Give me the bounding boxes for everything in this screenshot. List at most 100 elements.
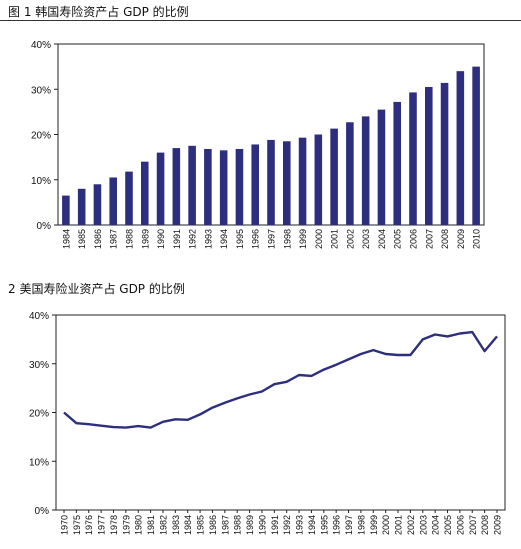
x-tick-label: 1990 bbox=[257, 515, 267, 535]
x-tick-label: 1994 bbox=[307, 515, 317, 535]
x-tick-label: 1985 bbox=[196, 515, 206, 535]
y-tick-label: 10% bbox=[29, 457, 49, 468]
x-tick-label: 1988 bbox=[125, 229, 135, 249]
x-tick-label: 1999 bbox=[369, 515, 379, 535]
bar bbox=[109, 177, 118, 225]
x-tick-label: 1975 bbox=[72, 515, 82, 535]
bar bbox=[440, 82, 449, 225]
x-tick-label: 1979 bbox=[121, 515, 131, 535]
x-tick-label: 1984 bbox=[183, 515, 193, 535]
x-tick-label: 2007 bbox=[424, 229, 434, 249]
chart2-title: 2 美国寿险业资产占 GDP 的比例 bbox=[8, 282, 185, 296]
y-tick-label: 0% bbox=[35, 506, 50, 517]
x-tick-label: 1984 bbox=[61, 229, 71, 249]
bar bbox=[393, 101, 402, 225]
x-tick-label: 1976 bbox=[84, 515, 94, 535]
x-tick-label: 1999 bbox=[298, 229, 308, 249]
y-tick-label: 10% bbox=[31, 176, 51, 187]
bar bbox=[361, 116, 370, 225]
bar bbox=[330, 128, 338, 225]
x-tick-label: 2006 bbox=[455, 515, 465, 535]
chart1-title: 图 1 韩国寿险资产占 GDP 的比例 bbox=[8, 5, 189, 19]
x-tick-label: 1981 bbox=[146, 515, 156, 535]
x-tick-label: 2006 bbox=[409, 229, 419, 249]
bar bbox=[62, 195, 70, 225]
x-tick-label: 2004 bbox=[431, 515, 441, 535]
x-tick-label: 1980 bbox=[134, 515, 144, 535]
x-tick-label: 1993 bbox=[203, 229, 213, 249]
bar bbox=[456, 71, 465, 226]
x-tick-label: 1992 bbox=[282, 515, 292, 535]
x-tick-label: 1970 bbox=[60, 515, 70, 535]
x-tick-label: 2008 bbox=[440, 229, 450, 249]
bar bbox=[346, 122, 354, 225]
x-tick-label: 1998 bbox=[282, 229, 292, 249]
x-tick-label: 1977 bbox=[97, 515, 107, 535]
x-tick-label: 1990 bbox=[156, 229, 166, 249]
bar bbox=[267, 139, 275, 225]
series-line bbox=[63, 330, 498, 429]
x-tick-label: 1988 bbox=[233, 515, 243, 535]
x-tick-label: 1997 bbox=[267, 229, 277, 249]
x-tick-label: 1991 bbox=[172, 229, 182, 249]
bar bbox=[314, 134, 323, 225]
y-tick-label: 20% bbox=[29, 409, 49, 420]
x-tick-label: 2003 bbox=[361, 229, 371, 249]
x-tick-label: 1982 bbox=[158, 515, 168, 535]
x-tick-label: 1987 bbox=[109, 229, 119, 249]
bar bbox=[125, 171, 133, 225]
y-tick-label: 30% bbox=[31, 85, 51, 96]
bar bbox=[251, 144, 260, 225]
x-tick-label: 1992 bbox=[188, 229, 198, 249]
x-tick-label: 2002 bbox=[406, 515, 416, 535]
x-tick-label: 1998 bbox=[356, 515, 366, 535]
x-tick-label: 2000 bbox=[381, 515, 391, 535]
x-tick-label: 1991 bbox=[270, 515, 280, 535]
x-tick-label: 2003 bbox=[418, 515, 428, 535]
x-tick-label: 2005 bbox=[393, 229, 403, 249]
x-tick-label: 1985 bbox=[77, 229, 87, 249]
x-tick-label: 1996 bbox=[251, 229, 261, 249]
x-tick-label: 2009 bbox=[493, 515, 503, 535]
x-tick-label: 1997 bbox=[344, 515, 354, 535]
x-tick-label: 1994 bbox=[219, 229, 229, 249]
bar bbox=[172, 148, 181, 225]
x-tick-label: 2008 bbox=[480, 515, 490, 535]
y-tick-label: 40% bbox=[31, 40, 51, 51]
bar bbox=[156, 152, 165, 225]
x-tick-label: 1983 bbox=[171, 515, 181, 535]
bar bbox=[282, 141, 291, 225]
x-tick-label: 1993 bbox=[295, 515, 305, 535]
bar bbox=[93, 184, 102, 225]
bar bbox=[140, 161, 149, 225]
bar bbox=[204, 148, 212, 225]
bar bbox=[409, 92, 417, 225]
x-tick-label: 1986 bbox=[93, 229, 103, 249]
x-tick-label: 1995 bbox=[319, 515, 329, 535]
bar bbox=[298, 137, 307, 225]
x-tick-label: 1995 bbox=[235, 229, 245, 249]
bar bbox=[377, 109, 386, 225]
bar bbox=[77, 188, 86, 225]
x-tick-label: 2004 bbox=[377, 229, 387, 249]
plot-frame bbox=[55, 314, 506, 511]
x-tick-label: 1989 bbox=[140, 229, 150, 249]
x-tick-label: 1986 bbox=[208, 515, 218, 535]
x-tick-label: 1987 bbox=[220, 515, 230, 535]
x-tick-label: 1978 bbox=[109, 515, 119, 535]
y-tick-label: 0% bbox=[37, 221, 52, 232]
x-tick-label: 1989 bbox=[245, 515, 255, 535]
x-tick-label: 2005 bbox=[443, 515, 453, 535]
y-tick-label: 30% bbox=[29, 360, 49, 371]
bar bbox=[424, 86, 433, 225]
x-tick-label: 2000 bbox=[314, 229, 324, 249]
bar bbox=[235, 148, 244, 225]
bar bbox=[219, 150, 228, 225]
y-tick-label: 20% bbox=[31, 131, 51, 142]
x-tick-label: 2009 bbox=[456, 229, 466, 249]
bar bbox=[472, 66, 480, 225]
title-rule bbox=[0, 20, 521, 21]
x-tick-label: 1996 bbox=[332, 515, 342, 535]
x-tick-label: 2001 bbox=[330, 229, 340, 249]
